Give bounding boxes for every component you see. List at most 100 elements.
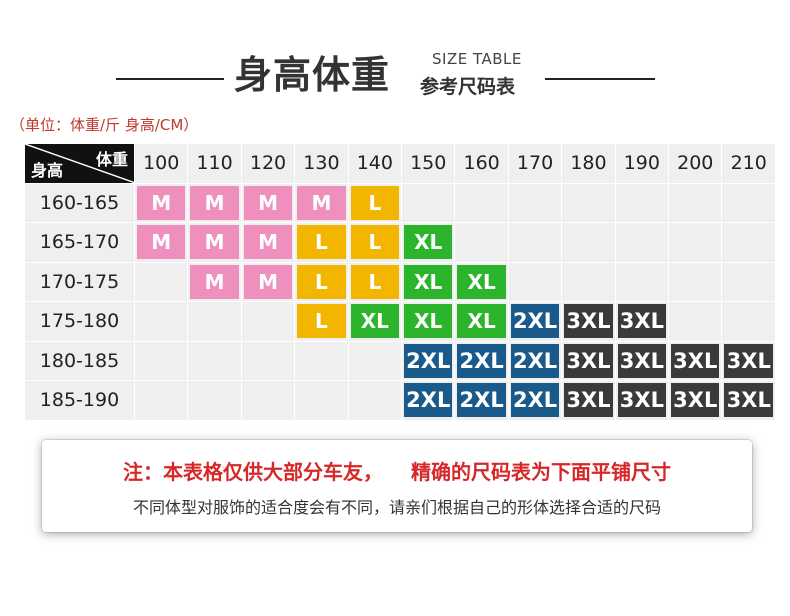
size-cell	[721, 301, 776, 342]
size-badge: M	[137, 185, 186, 220]
size-cell	[133, 261, 189, 302]
size-cell: 3XL	[721, 340, 776, 381]
weight-header: 110	[187, 143, 242, 184]
table-row: 175-180 L XL XL XL 2XL 3XL 3XL	[24, 301, 776, 342]
size-cell	[668, 261, 723, 302]
size-badge: XL	[404, 264, 453, 299]
size-cell: 2XL	[454, 380, 509, 421]
size-badge: 3XL	[617, 304, 667, 339]
corner-cell: 体重 身高	[24, 143, 135, 184]
height-header: 180-185	[24, 340, 135, 381]
size-cell: 2XL	[507, 301, 563, 342]
size-cell: XL	[401, 222, 456, 263]
size-cell: XL	[454, 261, 509, 302]
size-cell: M	[240, 261, 296, 302]
size-cell: M	[294, 182, 349, 223]
size-cell	[507, 222, 563, 263]
weight-header: 170	[507, 143, 563, 184]
size-cell: M	[187, 182, 242, 223]
size-cell	[187, 380, 242, 421]
subtitle-cn: 参考尺码表	[420, 76, 516, 98]
size-cell	[347, 380, 403, 421]
weight-header: 180	[561, 143, 616, 184]
size-badge: XL	[404, 304, 453, 339]
size-cell	[614, 261, 670, 302]
size-badge: M	[243, 185, 293, 220]
size-badge: 3XL	[617, 383, 667, 418]
size-cell: 2XL	[507, 380, 563, 421]
size-cell	[561, 182, 616, 223]
size-cell	[240, 340, 296, 381]
size-cell: M	[240, 182, 296, 223]
size-cell: 2XL	[507, 340, 563, 381]
table-row: 170-175 M M L L XL XL	[24, 261, 776, 302]
size-cell: 3XL	[614, 340, 670, 381]
size-badge: 3XL	[564, 304, 613, 339]
title-rule-left	[116, 78, 224, 80]
size-badge: 3XL	[724, 383, 773, 418]
size-cell	[721, 261, 776, 302]
size-badge: 2XL	[510, 383, 560, 418]
notice-line-2: 不同体型对服饰的适合度会有不同，请亲们根据自己的形体选择合适的尺码	[132, 498, 661, 517]
weight-header: 210	[721, 143, 776, 184]
size-cell	[187, 340, 242, 381]
size-cell: XL	[401, 301, 456, 342]
corner-height-label: 身高	[31, 160, 64, 180]
size-badge: M	[243, 225, 293, 260]
height-header: 165-170	[24, 222, 135, 263]
notice-line-1b: 精确的尺码表为下面平铺尺寸	[411, 460, 671, 484]
weight-header-row: 体重 身高 100 110 120 130 140 150 160 170 180 190 200 210	[24, 143, 776, 184]
size-badge: 2XL	[457, 383, 506, 418]
size-cell: 3XL	[668, 380, 723, 421]
size-cell	[401, 182, 456, 223]
size-cell	[454, 222, 509, 263]
size-badge: 3XL	[671, 383, 720, 418]
size-cell	[240, 301, 296, 342]
size-badge: 3XL	[617, 343, 667, 378]
size-cell	[668, 182, 723, 223]
notice-line-1: 注：本表格仅供大部分车友， 精确的尺码表为下面平铺尺寸	[42, 456, 752, 485]
size-badge: 3XL	[724, 343, 773, 378]
size-cell: 3XL	[668, 340, 723, 381]
size-cell: L	[347, 222, 403, 263]
unit-note: （单位：体重/斤 身高/CM）	[10, 116, 199, 134]
height-header: 160-165	[24, 182, 135, 223]
size-cell	[561, 222, 616, 263]
size-cell: L	[294, 222, 349, 263]
size-badge: L	[350, 264, 400, 299]
size-badge: M	[190, 225, 239, 260]
size-cell	[561, 261, 616, 302]
size-cell: XL	[454, 301, 509, 342]
size-cell	[614, 222, 670, 263]
size-cell: 3XL	[561, 340, 616, 381]
size-badge: M	[190, 185, 239, 220]
size-badge: XL	[457, 264, 506, 299]
size-badge: 3XL	[564, 383, 613, 418]
size-badge: XL	[457, 304, 506, 339]
size-badge: L	[297, 304, 346, 339]
page-title: 身高体重	[234, 53, 391, 97]
size-cell: 2XL	[401, 340, 456, 381]
size-cell: 3XL	[561, 301, 616, 342]
size-badge: M	[297, 185, 346, 220]
weight-header: 200	[668, 143, 723, 184]
table-row: 185-190 2XL 2XL 2XL 3XL 3XL 3XL 3XL	[24, 380, 776, 421]
size-badge: XL	[350, 304, 400, 339]
size-badge: M	[243, 264, 293, 299]
weight-header: 190	[614, 143, 670, 184]
size-cell	[454, 182, 509, 223]
table-row: 165-170 M M M L L XL	[24, 222, 776, 263]
weight-header: 160	[454, 143, 509, 184]
size-cell	[668, 222, 723, 263]
size-cell: 3XL	[561, 380, 616, 421]
size-cell: 2XL	[401, 380, 456, 421]
weight-header: 130	[294, 143, 349, 184]
size-cell: 3XL	[614, 380, 670, 421]
size-cell: 3XL	[721, 380, 776, 421]
size-badge: L	[350, 225, 400, 260]
weight-header: 150	[401, 143, 456, 184]
size-cell	[240, 380, 296, 421]
size-badge: M	[190, 264, 239, 299]
size-cell	[507, 182, 563, 223]
size-cell: M	[240, 222, 296, 263]
